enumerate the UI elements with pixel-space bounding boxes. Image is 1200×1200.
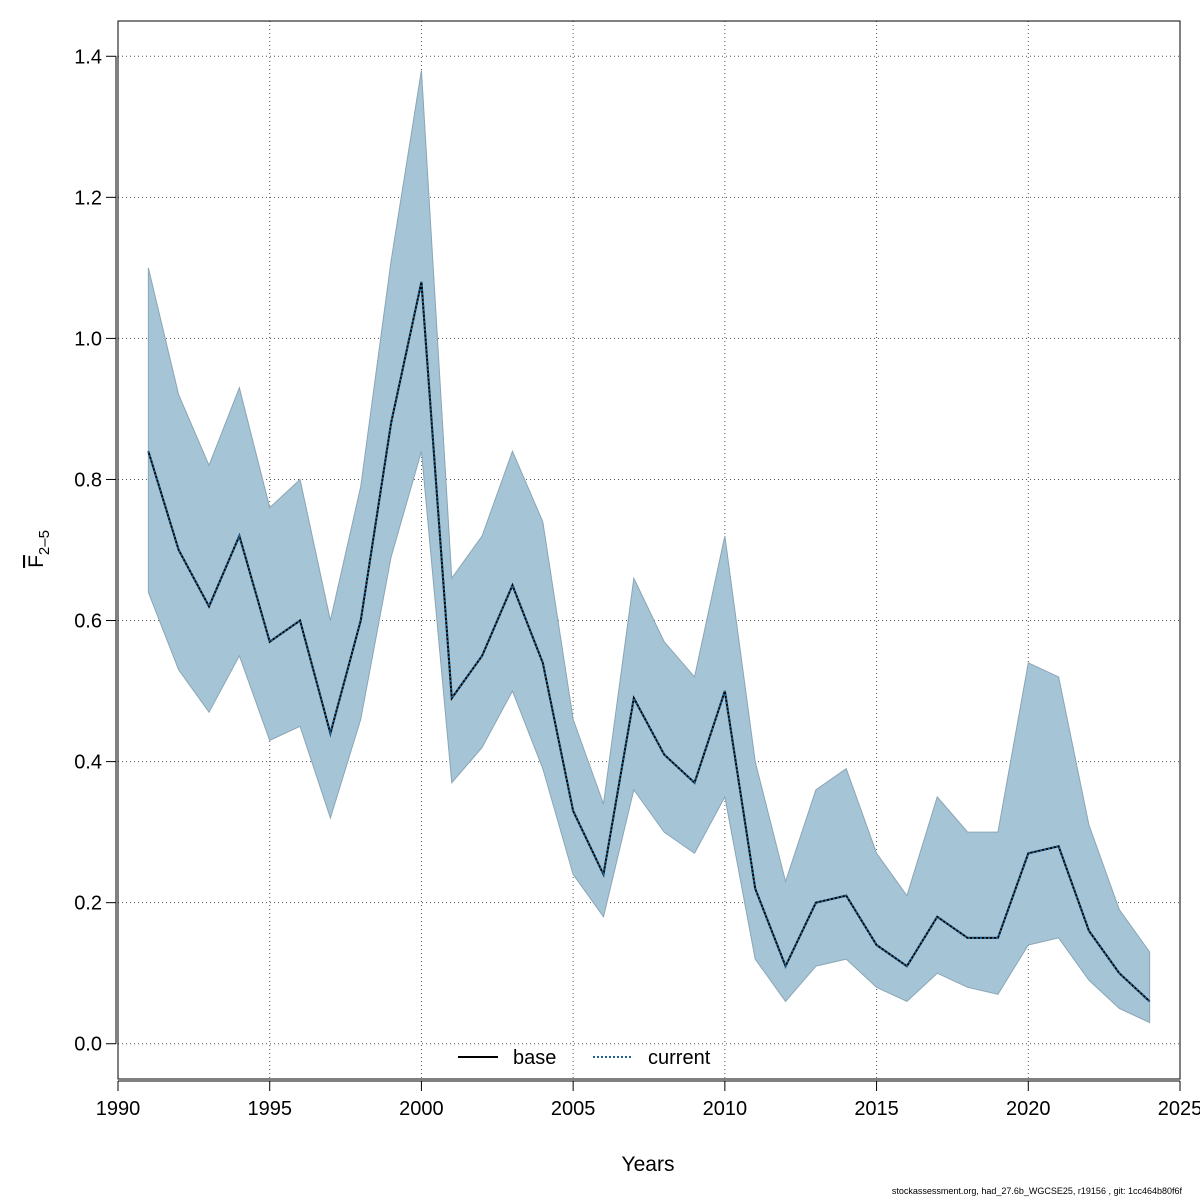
- y-tick-label-3: 0.6: [74, 611, 102, 633]
- x-tick-label-2025: 2025: [1158, 1098, 1200, 1120]
- x-tick-label-1990: 1990: [96, 1098, 141, 1120]
- legend-label-base: base: [513, 1047, 556, 1069]
- legend: base current: [458, 1047, 711, 1069]
- series-line-current: [147, 281, 1151, 1003]
- x-tick-label-2005: 2005: [551, 1098, 596, 1120]
- y-tick-label-5: 1.0: [74, 328, 102, 350]
- y-tick-label-4: 0.8: [74, 469, 102, 491]
- y-tick-label-6: 1.2: [74, 187, 102, 209]
- x-tick-label-2015: 2015: [854, 1098, 899, 1120]
- series-lines: [147, 281, 1151, 1003]
- x-tick-label-1995: 1995: [247, 1098, 292, 1120]
- svg-text:F2–5: F2–5: [25, 530, 53, 568]
- plot-frame: [117, 20, 1181, 1080]
- y-tick-label-1: 0.2: [74, 893, 102, 915]
- y-tick-label-2: 0.4: [74, 752, 102, 774]
- confidence-band-area: [147, 70, 1151, 1024]
- y-axis-title: F2–5: [25, 530, 53, 568]
- x-tick-label-2010: 2010: [703, 1098, 748, 1120]
- y-axis: 0.0 0.2 0.4 0.6 0.8 1.0 1.2 1.4: [74, 46, 117, 1056]
- x-tick-label-2000: 2000: [399, 1098, 444, 1120]
- y-axis-title-sub: 2–5: [36, 530, 53, 555]
- y-tick-label-0: 0.0: [74, 1034, 102, 1056]
- x-axis-title: Years: [622, 1153, 675, 1176]
- y-axis-title-main: F: [25, 555, 48, 568]
- footer-credit: stockassessment.org, had_27.6b_WGCSE25, …: [891, 1186, 1182, 1196]
- confidence-band: [147, 70, 1151, 1024]
- x-axis: 1990 1995 2000 2005 2010 2015 2020 2025: [96, 1080, 1200, 1120]
- x-tick-label-2020: 2020: [1006, 1098, 1051, 1120]
- y-tick-label-7: 1.4: [74, 46, 102, 68]
- legend-label-current: current: [648, 1047, 711, 1069]
